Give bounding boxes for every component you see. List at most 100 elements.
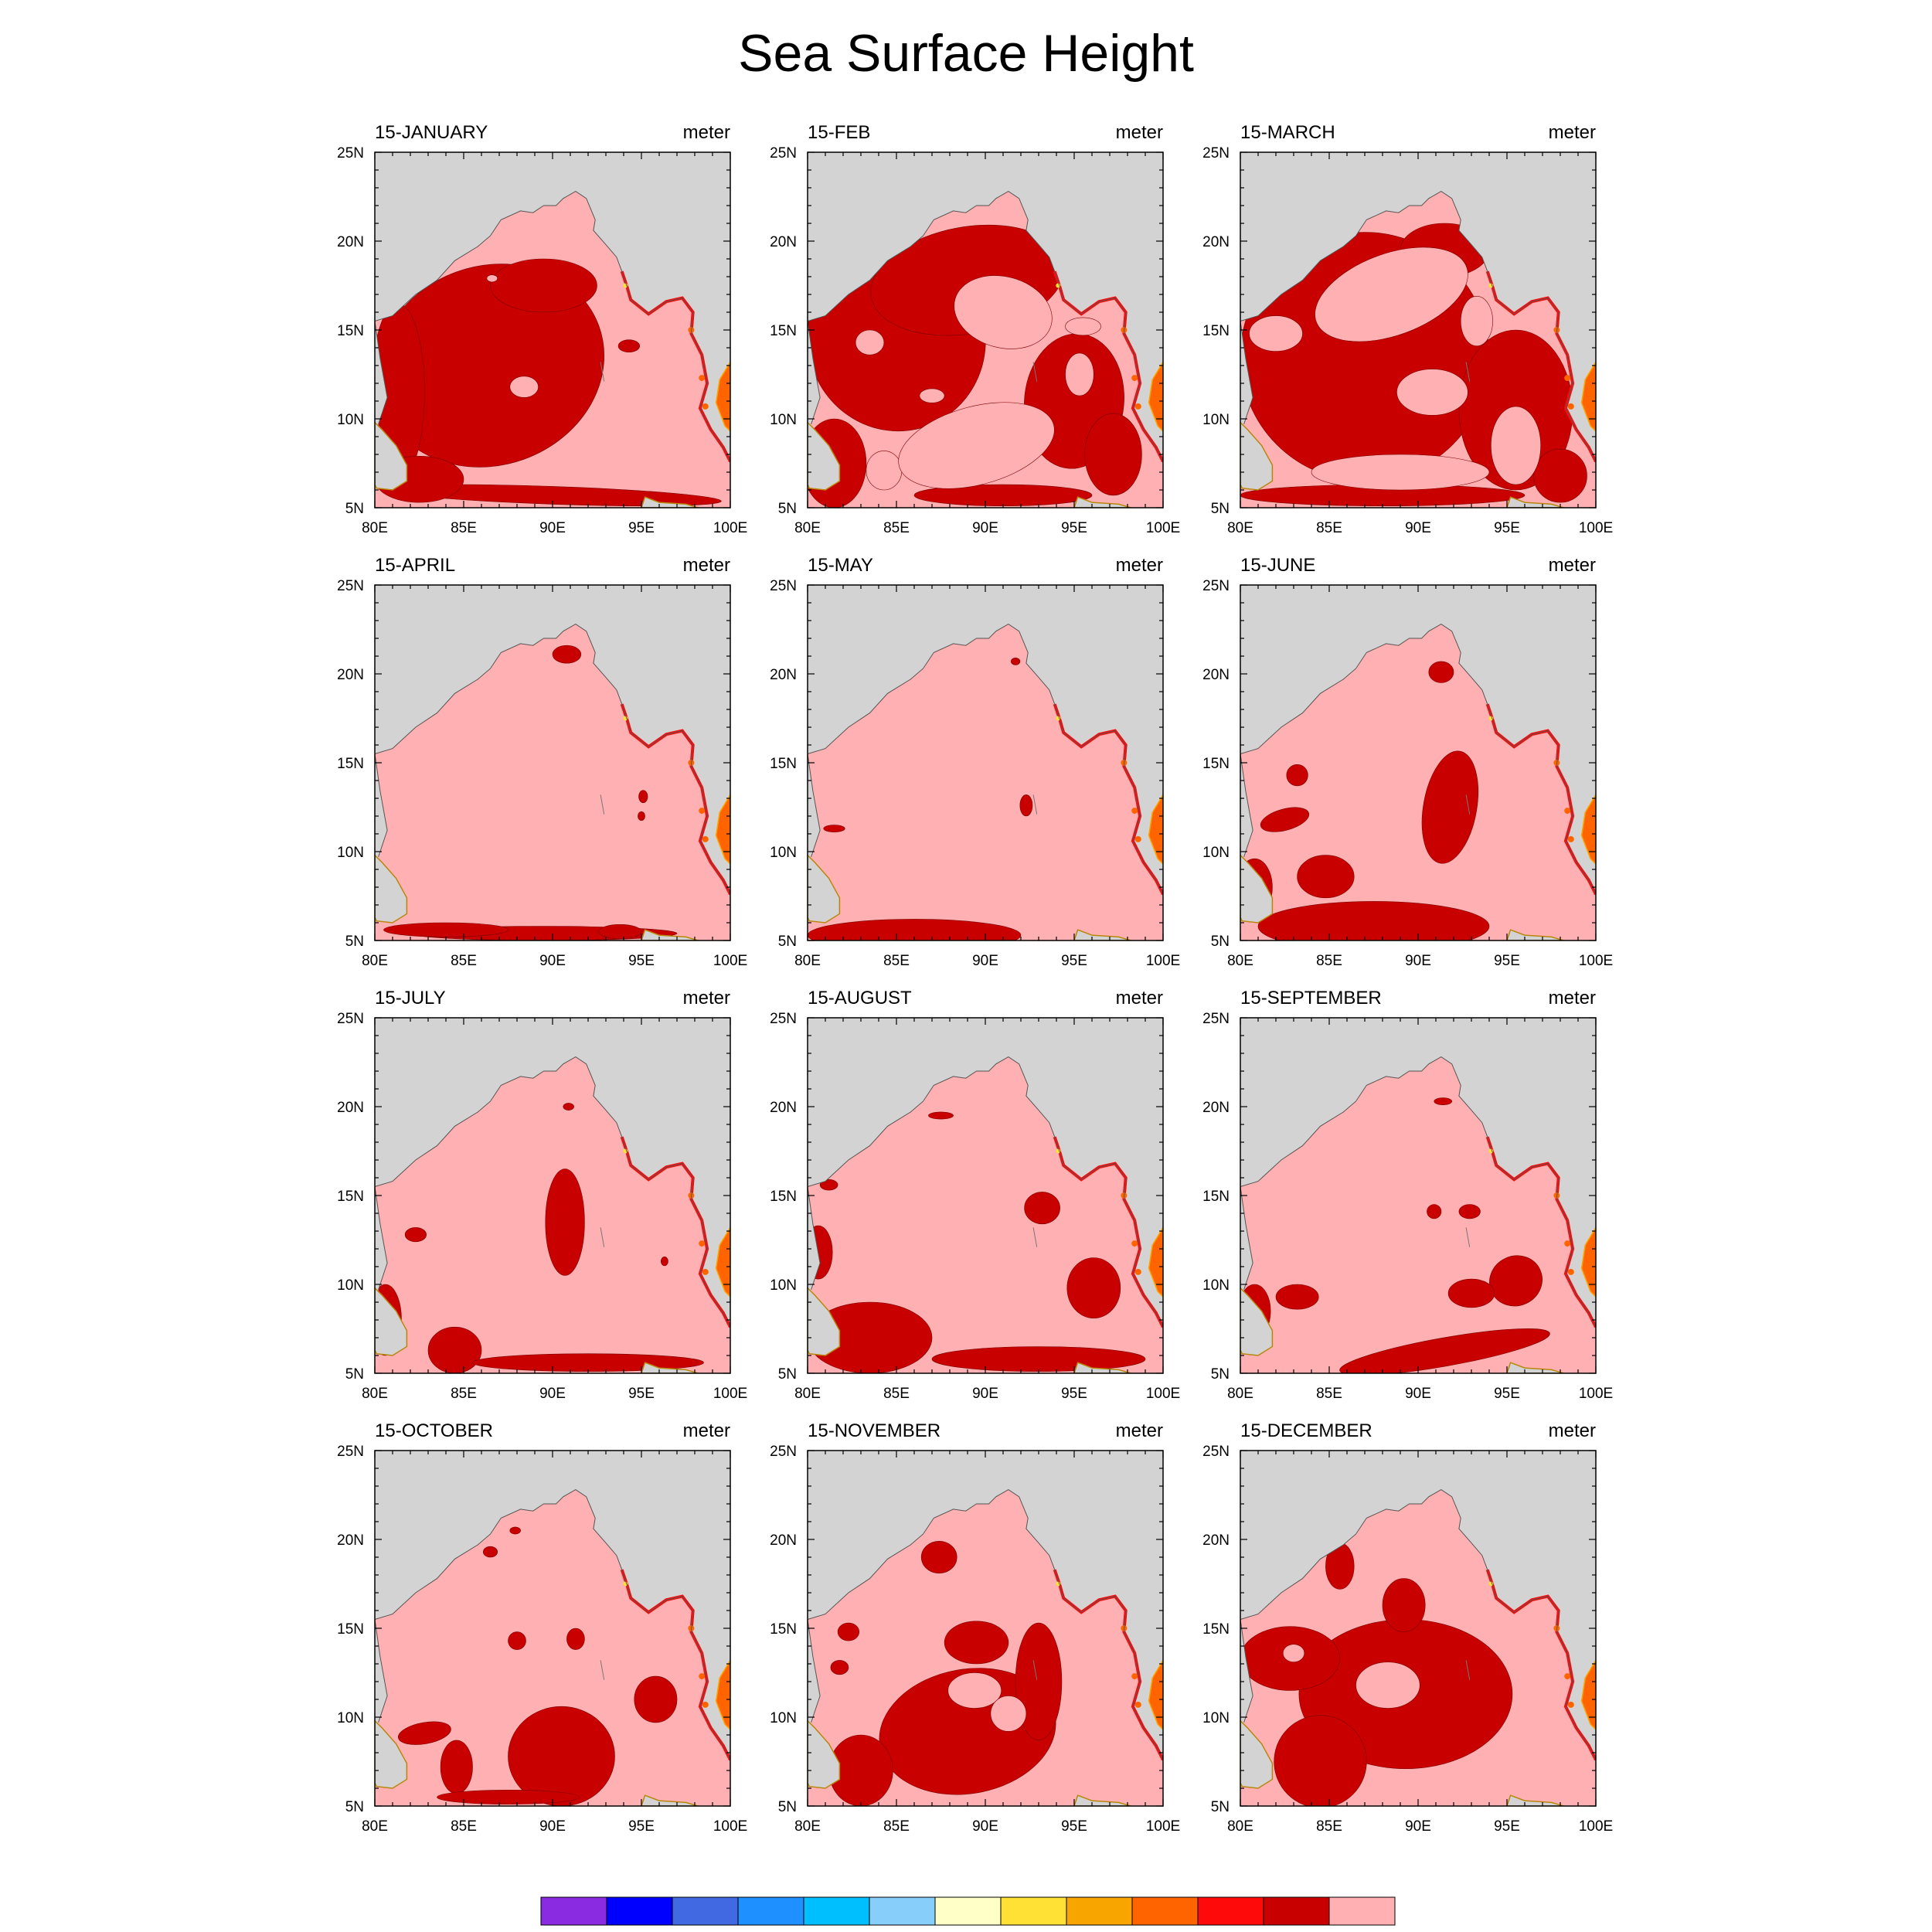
lon-tick-label: 100E (713, 1386, 747, 1402)
coastal-anomaly (699, 375, 706, 382)
sumatra (1073, 1794, 1131, 1806)
sumatra (1073, 929, 1131, 940)
panel-date-label: 15-JUNE (1240, 555, 1315, 576)
coastal-anomaly (1567, 1701, 1574, 1708)
sumatra (1506, 1362, 1564, 1373)
sri-lanka (808, 854, 841, 923)
ssh-contour (661, 1257, 668, 1267)
ssh-contour (552, 645, 582, 664)
ssh-contour (1434, 1097, 1452, 1105)
coastal-anomaly (1564, 1673, 1571, 1680)
andaman-islands (1465, 1660, 1471, 1680)
colorbar-swatch (803, 1896, 870, 1926)
ssh-contour (1260, 807, 1310, 832)
lon-tick-label: 90E (539, 520, 566, 536)
ssh-contour (855, 329, 885, 355)
coastline (1240, 624, 1596, 895)
lat-tick-label: 25N (1202, 145, 1230, 162)
map-panel: 80E 85E 90E 95E 100E 25N 20N 15N 10N 5N 15-SEPTEMB… (1202, 988, 1613, 1402)
lon-tick-label: 100E (1146, 1818, 1180, 1835)
sri-lanka (375, 421, 408, 491)
lat-tick-label: 20N (337, 1100, 364, 1116)
map-panel: 80E 85E 90E 95E 100E 25N 20N 15N 10N 5N 15-MARCH me… (1202, 122, 1613, 536)
ssh-contour (931, 1346, 1146, 1372)
sumatra (641, 1794, 699, 1806)
panel-units-label: meter (1116, 122, 1163, 143)
panel-units-label: meter (683, 1420, 730, 1441)
ssh-contour (990, 1696, 1027, 1732)
sri-lanka (375, 1719, 408, 1789)
colorbar-swatch (1197, 1896, 1264, 1926)
lon-tick-label: 95E (1061, 953, 1087, 969)
panel-date-label: 15-AUGUST (808, 988, 912, 1009)
ssh-contour (598, 924, 642, 940)
andaman-islands (1032, 1660, 1038, 1680)
lat-tick-label: 20N (770, 1532, 797, 1549)
colorbar-swatch (1328, 1896, 1396, 1926)
lon-tick-label: 95E (1061, 1818, 1087, 1835)
coastline (1240, 191, 1596, 462)
andaman-islands (1465, 362, 1471, 382)
lat-tick-label: 5N (1211, 1366, 1230, 1383)
ssh-contour (1491, 406, 1542, 485)
coastal-anomaly (1564, 808, 1571, 815)
sri-lanka (1240, 421, 1274, 491)
lat-tick-label: 5N (778, 501, 797, 517)
sri-lanka (808, 1719, 841, 1789)
gulf-of-thailand (715, 793, 730, 866)
lon-tick-label: 100E (713, 953, 747, 969)
lon-tick-label: 85E (451, 1386, 477, 1402)
coastline (375, 1056, 730, 1328)
andaman-islands (1032, 362, 1038, 382)
coastline (375, 1489, 730, 1760)
lon-tick-label: 90E (1405, 1386, 1431, 1402)
ssh-contour (509, 376, 539, 398)
ssh-contour (1315, 247, 1468, 342)
coastal-anomaly (699, 808, 706, 815)
ssh-contour (1286, 764, 1308, 787)
coastal-anomaly (699, 1673, 706, 1680)
lat-tick-label: 25N (337, 145, 364, 162)
lon-tick-label: 100E (1579, 520, 1613, 536)
sumatra (641, 496, 699, 508)
ssh-contour (808, 919, 1022, 940)
ssh-contour (486, 274, 498, 283)
sri-lanka (808, 1287, 841, 1356)
lat-tick-label: 25N (337, 1011, 364, 1027)
lon-tick-label: 85E (451, 953, 477, 969)
map-panel: 80E 85E 90E 95E 100E 25N 20N 15N 10N 5N 15-JUNE met… (1202, 555, 1613, 969)
ssh-contour (898, 402, 1055, 489)
ssh-contour (482, 1546, 498, 1558)
lon-tick-label: 100E (1579, 1818, 1613, 1835)
lon-tick-label: 90E (972, 953, 998, 969)
ssh-contour (1282, 1644, 1305, 1662)
gulf-of-thailand (1580, 1226, 1596, 1298)
ssh-contour (919, 388, 945, 403)
ssh-contour (830, 1660, 849, 1675)
panel-units-label: meter (1549, 988, 1596, 1009)
lon-tick-label: 95E (1494, 520, 1520, 536)
coastal-anomaly (699, 1240, 706, 1247)
lon-tick-label: 80E (1227, 1386, 1253, 1402)
coastline (808, 191, 1163, 462)
coastline (1240, 1489, 1596, 1760)
lon-tick-label: 85E (1316, 1818, 1342, 1835)
sumatra (1506, 496, 1564, 508)
sumatra (1506, 1794, 1564, 1806)
lon-tick-label: 85E (1316, 953, 1342, 969)
sri-lanka (1240, 1719, 1274, 1789)
sri-lanka (1240, 854, 1274, 923)
ssh-contour (837, 1622, 859, 1641)
ssh-contour (508, 1706, 615, 1806)
lon-tick-label: 80E (1227, 1818, 1253, 1835)
ssh-contour (638, 790, 648, 804)
lon-tick-label: 90E (972, 520, 998, 536)
ssh-contour (563, 1103, 574, 1111)
lon-tick-label: 85E (883, 1818, 910, 1835)
lon-tick-label: 100E (713, 520, 747, 536)
ssh-contour (1311, 454, 1490, 491)
lat-tick-label: 5N (345, 934, 364, 950)
panel-units-label: meter (1549, 1420, 1596, 1441)
lon-tick-label: 95E (628, 1818, 655, 1835)
lat-tick-label: 10N (1202, 1710, 1230, 1726)
